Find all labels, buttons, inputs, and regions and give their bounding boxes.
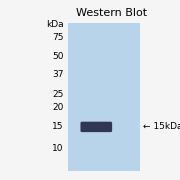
- Text: 20: 20: [53, 103, 64, 112]
- Text: 75: 75: [52, 33, 64, 42]
- Text: 15: 15: [52, 122, 64, 131]
- Text: 10: 10: [52, 144, 64, 153]
- Text: ← 15kDa: ← 15kDa: [143, 122, 180, 131]
- FancyBboxPatch shape: [80, 122, 112, 132]
- Text: Western Blot: Western Blot: [76, 8, 147, 18]
- Text: 37: 37: [52, 70, 64, 79]
- Bar: [68, 23, 140, 171]
- Text: 25: 25: [53, 90, 64, 99]
- Text: 50: 50: [52, 52, 64, 61]
- Text: kDa: kDa: [46, 20, 64, 29]
